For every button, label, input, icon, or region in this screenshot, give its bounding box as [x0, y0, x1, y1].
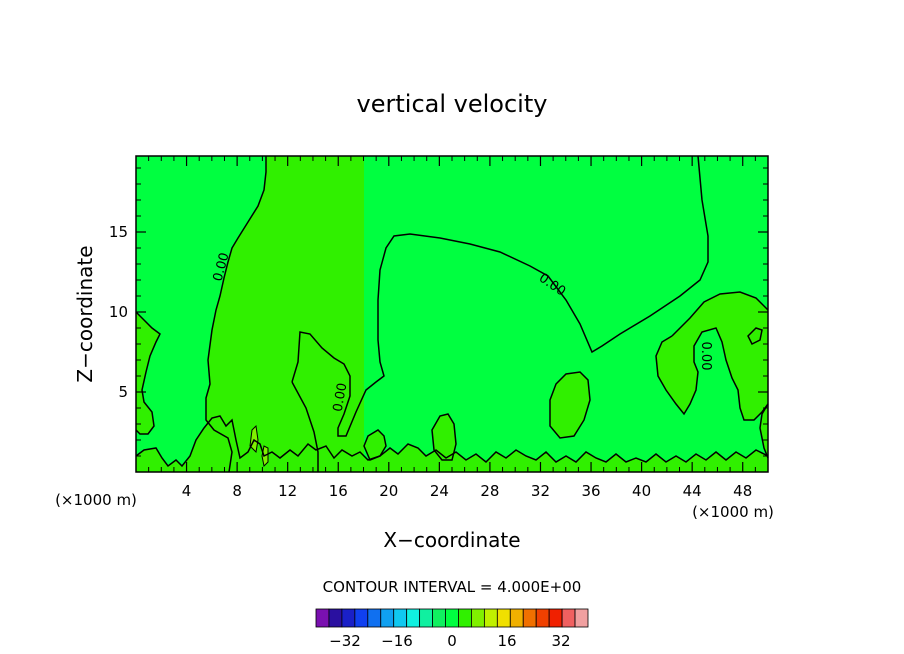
positive-region-small-bump-2 [432, 414, 456, 460]
plot-area: 0.000.000.000.00 [135, 155, 769, 473]
x-tick-label: 8 [232, 482, 242, 500]
x-tick-label: 16 [329, 482, 348, 500]
colorbar-tick-label: −16 [381, 632, 413, 650]
contour-line-small-loop [747, 327, 763, 346]
colorbar-swatch [522, 608, 537, 628]
colorbar-labels: −32 −16 0 16 32 [329, 632, 570, 650]
x-tick-label: 40 [632, 482, 651, 500]
chart-title: vertical velocity [357, 90, 548, 118]
colorbar-swatch [380, 608, 395, 628]
colorbar-tick-label: 16 [497, 632, 516, 650]
contour-line-far-right [671, 291, 769, 337]
positive-region-bottom-strip [136, 416, 768, 472]
colorbar-swatch [471, 608, 485, 628]
contour-line-weak-spot-2 [261, 445, 269, 468]
positive-region-small-bump [364, 430, 386, 460]
colorbar-swatch [393, 608, 408, 628]
x-axis-title: X−coordinate [383, 528, 520, 552]
colorbar-swatch [496, 608, 511, 628]
contour-value-label: 0.00 [211, 251, 233, 283]
contour-line-far-right-inner [655, 327, 769, 421]
y-axis-title: Z−coordinate [73, 245, 97, 382]
x-tick-label: 28 [480, 482, 499, 500]
colorbar-swatch [458, 608, 472, 628]
contour-value-label: 0.00 [331, 382, 351, 413]
contour-interval-label: CONTOUR INTERVAL = 4.000E+00 [323, 578, 582, 596]
zero-contours [135, 155, 769, 473]
colorbar-swatch [367, 608, 382, 628]
colorbar-swatch [341, 608, 356, 628]
colorbar-swatch [419, 608, 433, 628]
contour-line-left-upper [205, 156, 267, 473]
contour-line-center-dome [291, 155, 709, 437]
contour-line-right-blob [549, 371, 591, 439]
x-tick-label: 20 [379, 482, 398, 500]
colorbar-tick-label: 0 [447, 632, 457, 650]
colorbar-swatch [574, 608, 589, 628]
contour-line-left-edge [135, 311, 161, 435]
contour-value-label: 0.00 [698, 342, 713, 371]
x-tick-label: 24 [430, 482, 449, 500]
colorbar-swatch [432, 608, 446, 628]
colorbar-tick-label: −32 [329, 632, 361, 650]
colorbar-swatch [354, 608, 369, 628]
colorbar-swatch [509, 608, 524, 628]
positive-region-center [206, 156, 330, 472]
colorbar-swatch [548, 608, 563, 628]
y-tick-label: 5 [118, 383, 128, 401]
y-axis: 5 10 15 [109, 167, 768, 457]
colorbar-tick-label: 32 [551, 632, 570, 650]
contour-line-right-edge [759, 403, 769, 459]
colorbar-swatch [328, 608, 343, 628]
x-tick-label: 44 [683, 482, 702, 500]
y-tick-label: 10 [109, 303, 128, 321]
colorbar [315, 608, 589, 628]
x-tick-label: 12 [278, 482, 297, 500]
contour-line-bottom-jagged [135, 415, 769, 468]
positive-region-right-blob [550, 372, 590, 438]
contour-line-center-left-drop [291, 381, 319, 472]
colorbar-swatch [315, 608, 330, 628]
contour-line-weak-spot [249, 424, 259, 454]
contour-line-small-bump-2 [431, 413, 457, 461]
colorbar-swatch [561, 608, 576, 628]
x-unit-right: (×1000 m) [692, 503, 774, 521]
positive-region-left-edge [136, 312, 160, 434]
x-unit-left: (×1000 m) [55, 491, 137, 509]
x-axis: 4 8 12 16 20 24 28 32 36 40 44 48 [148, 156, 769, 500]
y-tick-label: 15 [109, 223, 128, 241]
x-tick-label: 4 [182, 482, 192, 500]
colorbar-swatch [483, 608, 498, 628]
colorbar-swatch [406, 608, 421, 628]
colorbar-swatch [445, 608, 459, 628]
colorbar-swatch [535, 608, 550, 628]
x-tick-label: 48 [733, 482, 752, 500]
x-tick-label: 36 [581, 482, 600, 500]
x-tick-label: 32 [531, 482, 550, 500]
